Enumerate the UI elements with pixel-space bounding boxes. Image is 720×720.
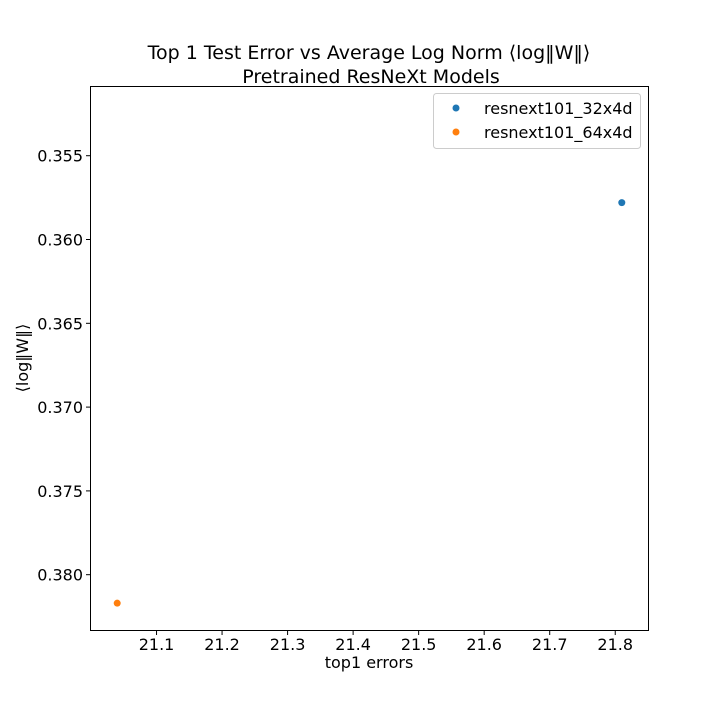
chart-title: Top 1 Test Error vs Average Log Norm ⟨lo… [147,42,591,64]
legend: resnext101_32x4d resnext101_64x4d [433,93,641,149]
scatter-point-resnext101_32x4d [618,199,626,207]
legend-label: resnext101_32x4d [484,99,633,119]
y-tick-label: 0.380 [37,566,83,585]
y-tick-label: 0.370 [37,398,83,417]
x-tick-label: 21.3 [270,635,306,654]
x-tick-label: 21.2 [204,635,240,654]
scatter-point-resnext101_64x4d [113,599,121,607]
legend-marker [452,128,460,136]
x-tick-label: 21.8 [597,635,633,654]
plot-area-frame [90,86,649,631]
x-axis-ticks: 21.1 21.2 21.3 21.4 21.5 21.6 21.7 21.8 [139,630,633,654]
y-axis-ticks: 0.355 0.360 0.365 0.370 0.375 0.380 [37,147,91,585]
y-tick-label: 0.355 [37,147,83,166]
x-tick-label: 21.1 [139,635,175,654]
x-tick-label: 21.5 [401,635,437,654]
y-tick-label: 0.365 [37,314,83,333]
x-tick-label: 21.6 [466,635,502,654]
legend-marker [452,104,460,112]
chart-subtitle: Pretrained ResNeXt Models [242,66,500,88]
legend-box [433,93,641,149]
legend-entries: resnext101_32x4d resnext101_64x4d [452,99,633,143]
y-tick-label: 0.375 [37,482,83,501]
x-tick-label: 21.4 [335,635,371,654]
scatter-points [113,199,626,607]
x-tick-label: 21.7 [532,635,568,654]
x-axis-label: top1 errors [325,653,414,672]
legend-label: resnext101_64x4d [484,123,633,143]
y-axis-label: ⟨log‖W‖⟩ [13,324,32,393]
y-tick-label: 0.360 [37,231,83,250]
